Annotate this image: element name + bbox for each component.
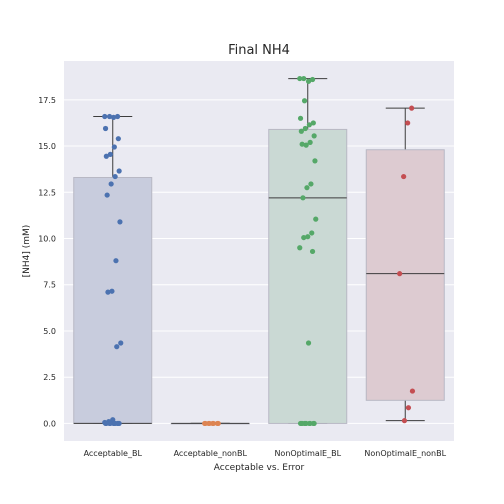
data-point (117, 219, 123, 225)
y-tick-label: 0.0 (43, 419, 56, 428)
data-point (103, 153, 109, 159)
data-point (210, 420, 217, 427)
y-axis-ticks: 0.0 2.5 5.0 7.5 10.0 12.5 15.0 17.5 (38, 96, 56, 429)
data-point (109, 288, 115, 294)
data-point (311, 133, 317, 139)
y-tick-label: 10.0 (38, 235, 56, 244)
points-group (102, 75, 416, 427)
data-point (300, 195, 306, 201)
data-point (301, 75, 307, 82)
data-point (111, 144, 117, 150)
data-point (113, 258, 119, 264)
data-point (297, 245, 303, 251)
data-point (307, 420, 313, 427)
data-point (309, 230, 315, 236)
data-point (114, 113, 121, 120)
data-point (206, 420, 213, 427)
data-point (108, 181, 114, 187)
data-point (116, 168, 122, 174)
data-point (301, 98, 308, 104)
x-axis-label: Acceptable vs. Error (214, 463, 305, 473)
data-point (409, 105, 415, 111)
data-point (311, 420, 317, 427)
data-point (409, 388, 416, 394)
data-point (215, 420, 221, 427)
box-iqr (73, 176, 153, 424)
data-point (313, 216, 319, 222)
y-axis-label: [NH4] (mM) (22, 225, 32, 278)
data-point (104, 192, 110, 198)
data-point (306, 122, 312, 128)
data-point (302, 125, 308, 132)
data-point (401, 418, 408, 424)
x-tick-label: Acceptable_BL (84, 449, 143, 458)
box-nonoptimale_bl (268, 78, 348, 424)
data-point (115, 136, 121, 142)
data-point (405, 120, 411, 126)
data-point (299, 141, 305, 147)
box-iqr (365, 149, 445, 401)
data-point (304, 185, 310, 191)
data-point (401, 173, 407, 180)
y-tick-label: 12.5 (38, 188, 56, 197)
data-point (114, 344, 120, 350)
data-point (110, 114, 117, 120)
data-point (102, 113, 108, 120)
data-point (118, 340, 124, 346)
data-point (102, 125, 109, 132)
data-point (397, 271, 403, 277)
data-point (308, 181, 314, 187)
data-point (299, 420, 305, 427)
data-point (309, 248, 316, 255)
x-axis-ticks: Acceptable_BL Acceptable_nonBL NonOptimalE… (84, 449, 447, 458)
data-point (112, 420, 118, 427)
data-point (112, 173, 118, 180)
data-point (305, 340, 312, 346)
x-tick-label: NonOptimalE_nonBL (364, 449, 446, 458)
data-point (303, 420, 309, 427)
box-iqr (268, 128, 348, 424)
x-tick-label: Acceptable_nonBL (174, 449, 248, 458)
data-point (301, 234, 307, 241)
y-tick-label: 2.5 (43, 373, 56, 382)
data-point (116, 420, 122, 427)
data-point (310, 120, 316, 126)
data-point (106, 113, 113, 120)
data-point (107, 151, 113, 157)
data-point (107, 420, 113, 427)
x-tick-label: NonOptimalE_BL (274, 449, 341, 458)
data-point (105, 289, 111, 295)
data-point (307, 139, 313, 145)
data-point (103, 420, 109, 427)
y-tick-label: 15.0 (38, 142, 56, 151)
data-point (305, 234, 311, 240)
y-tick-label: 5.0 (43, 327, 56, 336)
data-point (312, 158, 318, 164)
data-point (202, 420, 209, 427)
data-point (297, 75, 303, 82)
data-point (297, 115, 304, 121)
data-point (298, 128, 304, 134)
data-point (303, 142, 309, 148)
data-point (405, 405, 412, 411)
y-tick-label: 17.5 (38, 96, 56, 105)
data-point (309, 76, 316, 83)
y-tick-label: 7.5 (43, 281, 56, 290)
data-point (305, 78, 312, 84)
box-nonoptimale_nonbl (365, 107, 445, 422)
chart-title: Final NH4 (228, 43, 290, 58)
